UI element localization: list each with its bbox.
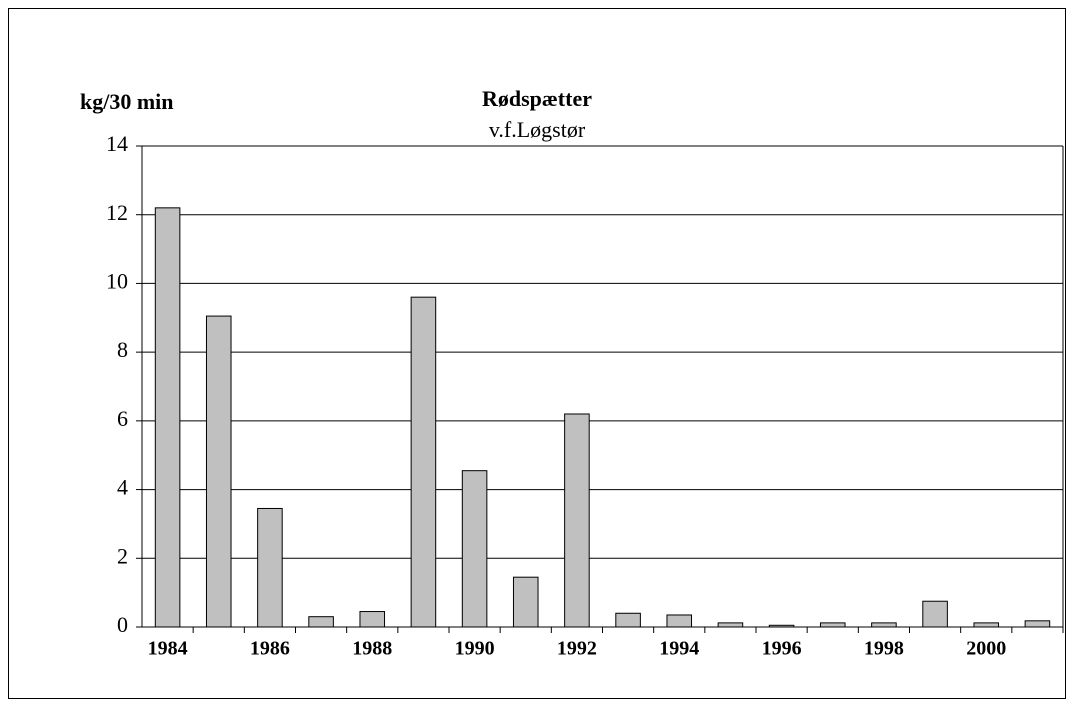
y-tick-label: 0	[117, 612, 128, 637]
bar	[205, 315, 232, 628]
x-tick-label: 1996	[762, 638, 802, 660]
bar	[819, 622, 846, 628]
x-tick-label: 1984	[148, 638, 188, 660]
y-tick-label: 14	[106, 131, 128, 156]
bar	[308, 616, 334, 628]
y-tick-label: 12	[106, 200, 128, 225]
x-tick-label: 1998	[864, 638, 904, 660]
bar	[922, 600, 948, 628]
x-tick-label: 1990	[455, 638, 495, 660]
bar	[666, 614, 693, 628]
y-axis-label: kg/30 min	[80, 89, 174, 114]
chart-title: Rødspætter	[482, 86, 592, 111]
y-tick-label: 2	[117, 543, 128, 568]
x-tick-label: 1992	[557, 638, 597, 660]
y-tick-label: 8	[117, 337, 128, 362]
y-tick-label: 4	[117, 475, 128, 500]
bar	[410, 296, 437, 628]
bar	[154, 207, 181, 628]
bar	[359, 611, 386, 628]
bar	[564, 413, 590, 628]
bar	[973, 622, 1000, 628]
bar	[871, 622, 897, 628]
bar	[615, 612, 641, 628]
bar	[1024, 620, 1051, 628]
x-tick-label: 1988	[352, 638, 392, 660]
y-tick-label: 10	[106, 268, 128, 293]
x-tick-label: 1994	[659, 638, 699, 660]
x-tick-label: 2000	[966, 638, 1006, 660]
x-tick-label: 1986	[250, 638, 290, 660]
chart-subtitle: v.f.Løgstør	[489, 117, 586, 142]
bar	[461, 470, 488, 628]
bar	[257, 507, 283, 628]
bar	[512, 576, 539, 628]
bar	[717, 622, 744, 628]
y-tick-label: 6	[117, 406, 128, 431]
